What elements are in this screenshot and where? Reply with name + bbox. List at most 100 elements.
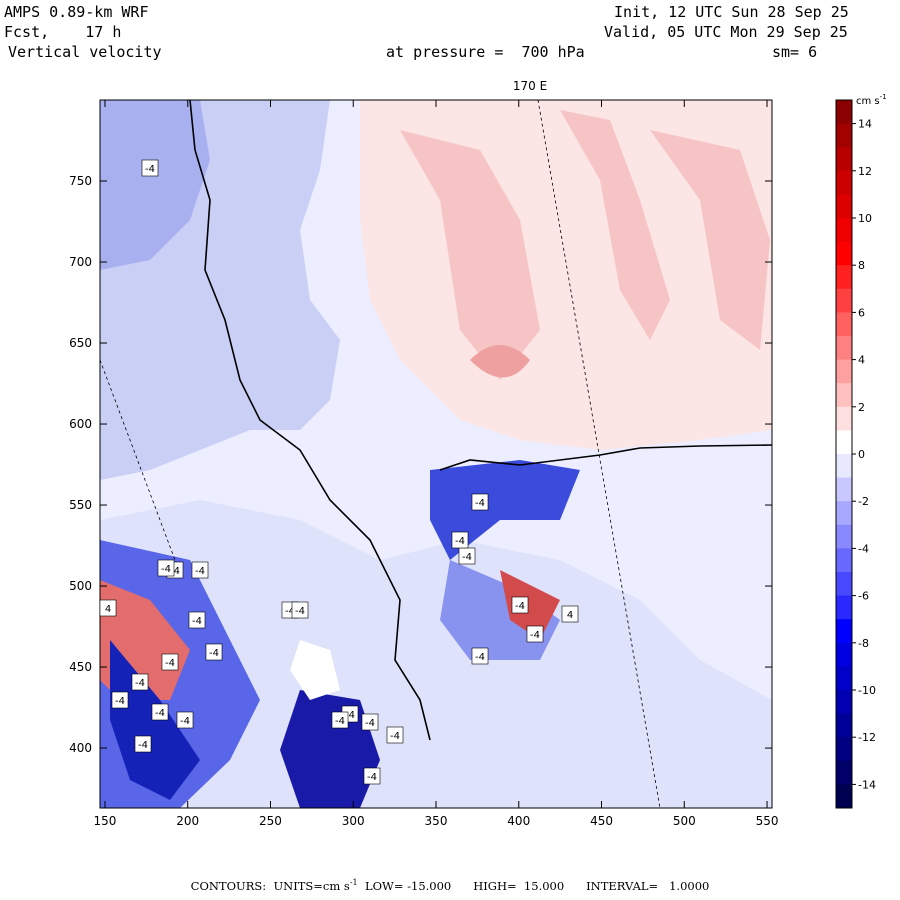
colorbar-segment <box>836 430 852 455</box>
contour-label-box <box>291 601 309 619</box>
contour-label-box <box>361 713 379 731</box>
contour-label: -4 <box>138 740 148 751</box>
contour-label-box <box>161 653 179 671</box>
x-tick-label: 550 <box>756 814 779 828</box>
contour-label: -4 <box>475 652 485 663</box>
colorbar-segment <box>836 595 852 620</box>
colorbar-tick-label: 8 <box>858 259 865 272</box>
contour-label-box <box>131 673 149 691</box>
x-tick-label: 500 <box>673 814 696 828</box>
contour-label: -4 <box>390 731 400 742</box>
contour-label-box <box>205 643 223 661</box>
smoothing: sm= 6 <box>772 43 818 61</box>
contour-label: -4 <box>530 630 540 641</box>
updraft-band-3 <box>650 130 770 350</box>
pressure-level: at pressure = 700 hPa <box>386 43 585 61</box>
contour-label-box <box>331 711 349 729</box>
contour-label: -4 <box>170 566 180 577</box>
contour-label-box <box>188 611 206 629</box>
contour-label-box <box>99 599 117 617</box>
y-tick-label: 450 <box>69 660 92 674</box>
coastline-west <box>189 100 431 741</box>
y-tick-label: 550 <box>69 498 92 512</box>
colorbar-ticks: 14 12 10 8 6 4 2 0 -2 -4 -6 -8 -10 -12 -14 <box>852 118 876 791</box>
contour-label: -4 <box>335 716 345 727</box>
y-tick-label: 650 <box>69 336 92 350</box>
contour-label-box <box>134 735 152 753</box>
contour-label-box <box>176 711 194 729</box>
colorbar-segment <box>836 218 852 243</box>
contour-label-box <box>157 559 175 577</box>
contour-label: -4 <box>180 716 190 727</box>
colorbar-tick-label: 12 <box>858 165 872 178</box>
contour-label-box <box>471 647 489 665</box>
colorbar-tick-label: -6 <box>858 590 869 603</box>
field-layer <box>100 100 772 808</box>
colorbar-tick-label: 4 <box>858 354 865 367</box>
contour-label: -4 <box>515 601 525 612</box>
contour-label: -4 <box>475 498 485 509</box>
y-tick-label: 400 <box>69 741 92 755</box>
contour-label-box <box>526 625 544 643</box>
meridian-label: 170 E <box>513 79 547 93</box>
field-name: Vertical velocity <box>8 43 162 61</box>
colorbar-segment <box>836 477 852 502</box>
contour-label-box <box>471 493 489 511</box>
contour-label: -4 <box>209 648 219 659</box>
updraft-band-1 <box>400 130 540 380</box>
x-tick-label: 150 <box>94 814 117 828</box>
x-tick-label: 450 <box>590 814 613 828</box>
colorbar-segment <box>836 170 852 195</box>
colorbar-segment <box>836 690 852 715</box>
colorbar-segment <box>836 454 852 479</box>
colorbar-tick-label: 0 <box>858 448 865 461</box>
colorbar-segment <box>836 406 852 431</box>
colorbar-tick-label: 14 <box>858 118 872 131</box>
colorbar-segment <box>836 312 852 337</box>
contour-label: 4 <box>567 610 573 621</box>
contour-label: -4 <box>115 696 125 707</box>
init-time: Init, 12 UTC Sun 28 Sep 25 <box>614 3 849 21</box>
colorbar-segment <box>836 241 852 266</box>
contour-label-box <box>111 691 129 709</box>
colorbar-units: cm s-1 <box>856 93 887 107</box>
contour-label: -4 <box>462 552 472 563</box>
colorbar-segment <box>836 336 852 361</box>
contour-label: -4 <box>295 606 305 617</box>
colorbar-segment <box>836 265 852 290</box>
colorbar-segment <box>836 383 852 408</box>
colorbar-tick-label: -14 <box>858 778 876 791</box>
colorbar-segment <box>836 760 852 785</box>
contour-label: -4 <box>285 606 295 617</box>
colorbar-tick-label: 10 <box>858 212 872 225</box>
colorbar-segment <box>836 194 852 219</box>
contour-label-box <box>141 159 159 177</box>
colorbar-tick-label: -4 <box>858 542 869 555</box>
contour-label: -4 <box>455 536 465 547</box>
contour-info: CONTOURS: UNITS=cm s-1 LOW= -15.000 HIGH… <box>190 878 710 893</box>
contour-label-box <box>191 561 209 579</box>
contour-label: -4 <box>195 566 205 577</box>
y-tick-label: 750 <box>69 174 92 188</box>
contour-label-box <box>151 703 169 721</box>
contour-label: -4 <box>135 678 145 689</box>
colorbar-segment <box>836 548 852 573</box>
coastline-east <box>439 444 772 471</box>
downdraft-region-northwest <box>100 100 210 270</box>
colorbar-segment <box>836 572 852 597</box>
contour-label: -4 <box>161 564 171 575</box>
colorbar-tick-label: -8 <box>858 637 869 650</box>
contour-label: -4 <box>145 164 155 175</box>
x-tick-label: 250 <box>259 814 282 828</box>
updraft-core <box>470 345 530 378</box>
contour-label-box <box>363 767 381 785</box>
neutral-gap <box>290 640 340 700</box>
colorbar-tick-label: -2 <box>858 495 869 508</box>
colorbar-segment <box>836 666 852 691</box>
colorbar-segment <box>836 288 852 313</box>
contour-label: -4 <box>155 708 165 719</box>
colorbar-segment <box>836 737 852 762</box>
contour-label: 4 <box>105 604 111 615</box>
contour-label: -4 <box>345 710 355 721</box>
colorbar-segment <box>836 784 852 809</box>
